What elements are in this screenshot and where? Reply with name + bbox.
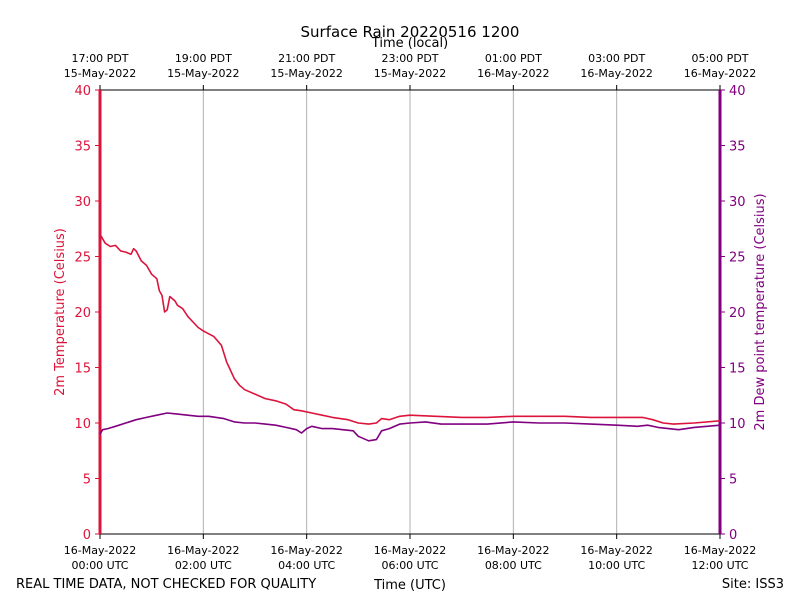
y-right-tick-label: 35 [729,140,746,155]
x-top-tick-date: 15-May-2022 [270,67,342,80]
y-axis-left-label: 2m Temperature (Celsius) [53,228,68,396]
y-left-tick-label: 35 [74,140,91,155]
y-axis-right: 0 5 10 15 20 25 30 35 40 [720,84,746,543]
x-top-tick-date: 16-May-2022 [684,67,756,80]
x-bottom-tick-time: 10:00 UTC [588,559,645,572]
y-axis-left: 0 5 10 15 20 25 30 35 40 [74,84,100,543]
x-axis-bottom-label: Time (UTC) [373,578,446,593]
x-bottom-tick-date: 16-May-2022 [64,544,136,557]
temperature-line [99,233,721,425]
x-top-tick-time: 23:00 PDT [381,52,438,65]
x-bottom-tick-time: 08:00 UTC [485,559,542,572]
x-top-tick-time: 05:00 PDT [691,52,748,65]
x-top-tick-date: 15-May-2022 [374,67,446,80]
x-top-tick-time: 17:00 PDT [71,52,128,65]
y-right-tick-label: 0 [729,528,737,543]
y-left-tick-label: 30 [74,195,91,210]
x-bottom-tick-date: 16-May-2022 [374,544,446,557]
x-top-tick-time: 01:00 PDT [485,52,542,65]
grid-lines [202,90,618,534]
y-left-tick-label: 10 [74,417,91,432]
series-layer [99,233,721,442]
x-bottom-tick-time: 06:00 UTC [381,559,438,572]
x-top-tick-date: 16-May-2022 [580,67,652,80]
x-bottom-tick-date: 16-May-2022 [477,544,549,557]
x-top-tick-time: 19:00 PDT [175,52,232,65]
quality-disclaimer: REAL TIME DATA, NOT CHECKED FOR QUALITY [16,577,316,592]
y-left-tick-label: 20 [74,306,91,321]
y-right-tick-label: 30 [729,195,746,210]
y-right-tick-label: 5 [729,473,737,488]
x-top-tick-date: 16-May-2022 [477,67,549,80]
dewpoint-line [99,412,721,442]
x-bottom-tick-time: 12:00 UTC [691,559,748,572]
x-bottom-tick-date: 16-May-2022 [270,544,342,557]
x-top-tick-time: 03:00 PDT [588,52,645,65]
y-right-tick-label: 10 [729,417,746,432]
x-top-tick-date: 15-May-2022 [64,67,136,80]
x-axis-bottom: 16-May-2022 00:00 UTC 16-May-2022 02:00 UTC… [64,534,756,572]
x-bottom-tick-date: 16-May-2022 [580,544,652,557]
y-right-tick-label: 20 [729,306,746,321]
y-left-tick-label: 0 [83,528,91,543]
x-bottom-tick-time: 04:00 UTC [278,559,335,572]
y-axis-right-label: 2m Dew point temperature (Celsius) [753,193,768,430]
y-left-tick-label: 25 [74,251,91,266]
y-left-tick-label: 5 [83,473,91,488]
y-left-tick-label: 15 [74,362,91,377]
x-bottom-tick-time: 00:00 UTC [71,559,128,572]
x-axis-top-label: Time (local) [371,36,448,51]
x-top-tick-time: 21:00 PDT [278,52,335,65]
y-right-tick-label: 15 [729,362,746,377]
y-left-tick-label: 40 [74,84,91,99]
y-right-tick-label: 40 [729,84,746,99]
x-top-tick-date: 15-May-2022 [167,67,239,80]
chart-title: Surface Rain 20220516 1200 [301,23,520,41]
x-bottom-tick-time: 02:00 UTC [175,559,232,572]
y-right-tick-label: 25 [729,251,746,266]
x-bottom-tick-date: 16-May-2022 [684,544,756,557]
x-axis-top: 17:00 PDT 15-May-2022 19:00 PDT 15-May-2022… [64,52,756,90]
site-label: Site: ISS3 [722,577,784,592]
x-bottom-tick-date: 16-May-2022 [167,544,239,557]
